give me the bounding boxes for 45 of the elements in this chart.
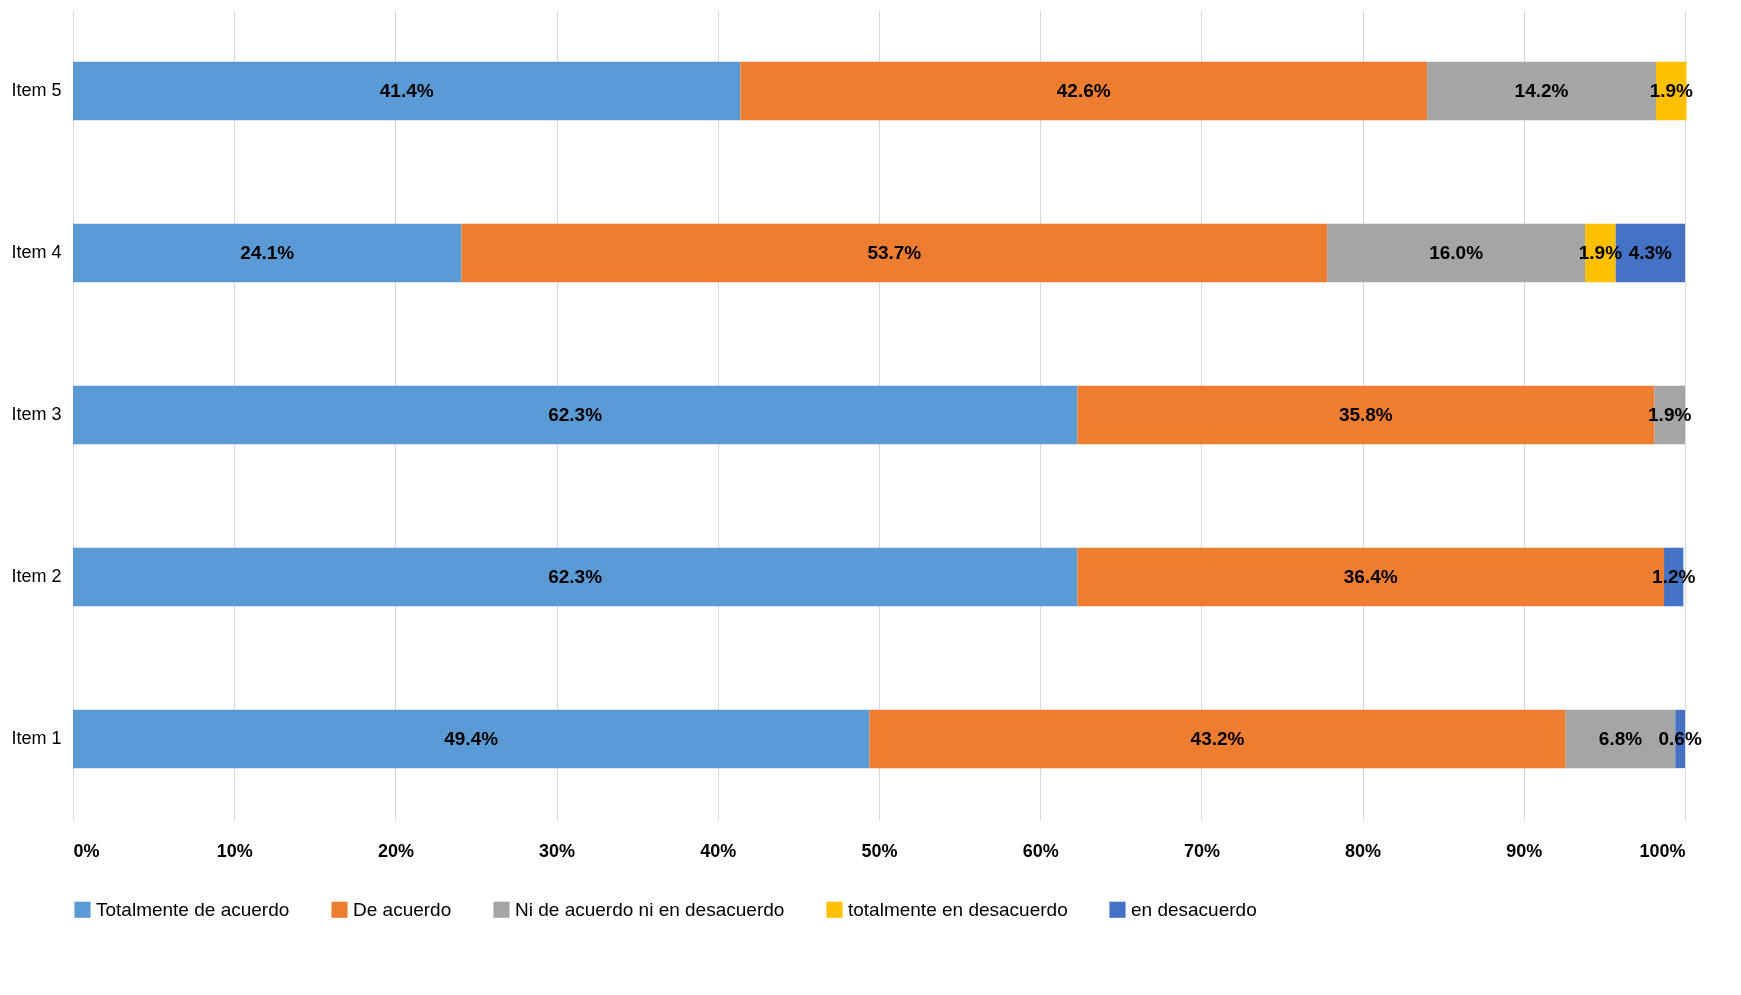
data-label: 43.2% bbox=[1190, 728, 1245, 749]
y-tick-label: Item 3 bbox=[11, 404, 62, 424]
data-label: 1.2% bbox=[1652, 566, 1696, 587]
data-label: 6.8% bbox=[1598, 728, 1643, 749]
data-label: 42.6% bbox=[1056, 80, 1111, 101]
bar bbox=[73, 547, 1078, 607]
bar bbox=[461, 223, 1328, 283]
bar bbox=[740, 61, 1428, 121]
y-tick-label: Item 1 bbox=[11, 728, 62, 748]
x-tick-label: 20% bbox=[377, 840, 414, 861]
y-tick-label: Item 4 bbox=[11, 242, 62, 262]
data-label: 62.3% bbox=[548, 404, 603, 425]
x-tick-label: 0% bbox=[73, 840, 100, 861]
bar bbox=[869, 709, 1566, 769]
x-tick-label: 30% bbox=[539, 840, 576, 861]
bar bbox=[73, 223, 462, 283]
x-tick-label: 40% bbox=[700, 840, 737, 861]
data-label: 0.6% bbox=[1658, 728, 1702, 749]
y-tick-label: Item 2 bbox=[11, 566, 62, 586]
x-tick-label: 10% bbox=[216, 840, 253, 861]
x-tick-label: 100% bbox=[1639, 840, 1686, 861]
x-tick-label: 60% bbox=[1022, 840, 1059, 861]
data-label: 24.1% bbox=[240, 242, 295, 263]
data-label: 14.2% bbox=[1514, 80, 1569, 101]
data-label: 62.3% bbox=[548, 566, 603, 587]
data-label: 16.0% bbox=[1429, 242, 1484, 263]
y-tick-label: Item 5 bbox=[11, 80, 62, 100]
data-label: 49.4% bbox=[444, 728, 499, 749]
legend-label: Ni de acuerdo ni en desacuerdo bbox=[515, 898, 785, 920]
x-tick-label: 50% bbox=[861, 840, 898, 861]
bar bbox=[73, 709, 870, 769]
x-tick-label: 90% bbox=[1506, 840, 1543, 861]
legend-label: totalmente en desacuerdo bbox=[848, 898, 1068, 920]
x-tick-label: 80% bbox=[1345, 840, 1382, 861]
data-label: 41.4% bbox=[379, 80, 434, 101]
bar bbox=[73, 61, 741, 121]
data-label: 53.7% bbox=[867, 242, 922, 263]
legend-label: De acuerdo bbox=[353, 898, 452, 920]
data-label: 36.4% bbox=[1343, 566, 1398, 587]
legend-label: en desacuerdo bbox=[1131, 898, 1257, 920]
bar bbox=[73, 385, 1078, 445]
legend-label: Totalmente de acuerdo bbox=[96, 898, 290, 920]
data-label: 35.8% bbox=[1338, 404, 1393, 425]
x-tick-label: 70% bbox=[1183, 840, 1220, 861]
data-label: 4.3% bbox=[1628, 242, 1673, 263]
